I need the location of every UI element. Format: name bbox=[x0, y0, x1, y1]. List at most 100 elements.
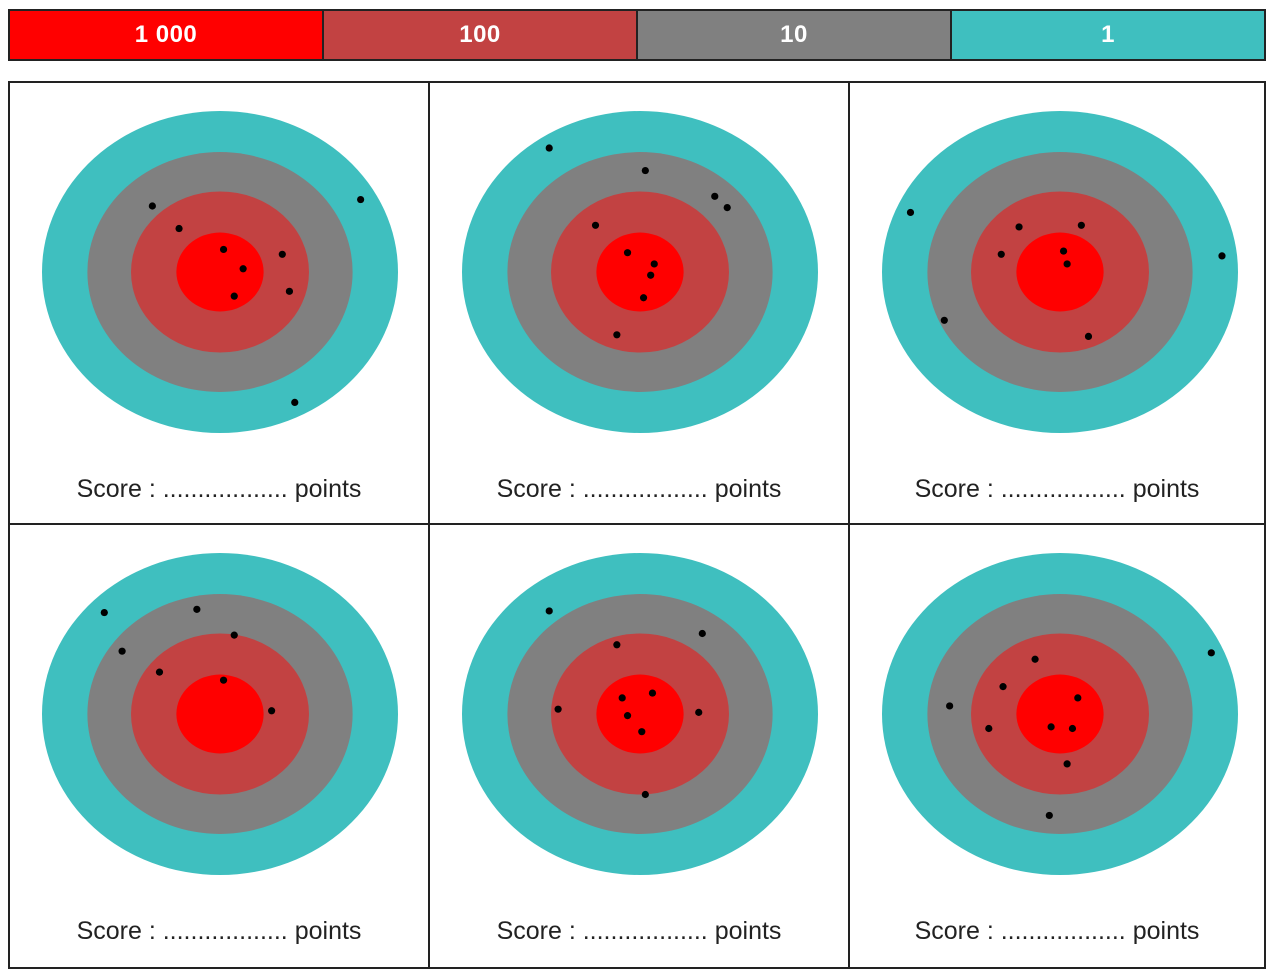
center-1000-points bbox=[176, 232, 264, 312]
center-1000-points bbox=[176, 674, 264, 754]
targets-grid: Score : .................. points Score … bbox=[8, 81, 1266, 969]
hit-dot bbox=[1063, 260, 1071, 268]
target-5 bbox=[462, 553, 818, 875]
score-label: Score : bbox=[76, 475, 156, 503]
hit-dot bbox=[613, 641, 621, 649]
score-blank: .................. bbox=[1000, 917, 1126, 945]
hit-dot bbox=[1045, 811, 1053, 820]
hit-dot bbox=[641, 790, 649, 799]
hit-dot bbox=[638, 728, 646, 736]
target-card-4: Score : .................. points bbox=[10, 525, 430, 967]
hit-dot bbox=[357, 195, 365, 204]
target-2 bbox=[462, 111, 818, 433]
legend-item-10: 10 bbox=[638, 11, 952, 59]
hit-dot bbox=[650, 260, 658, 268]
hit-dot bbox=[1068, 724, 1077, 733]
score-label: Score : bbox=[496, 917, 576, 945]
points-legend: 1 000 100 10 1 bbox=[8, 9, 1266, 61]
hit-dot bbox=[698, 629, 706, 638]
hit-dot bbox=[985, 724, 993, 733]
hit-dot bbox=[618, 694, 626, 702]
hit-dot bbox=[193, 605, 201, 613]
hit-dot bbox=[278, 250, 286, 258]
hit-dot bbox=[723, 204, 731, 212]
hit-dot bbox=[940, 316, 948, 324]
hit-dot bbox=[554, 705, 562, 713]
score-unit: points bbox=[294, 475, 362, 503]
center-1000-points bbox=[1016, 232, 1104, 312]
hit-dot bbox=[648, 689, 657, 697]
hit-dot bbox=[230, 292, 238, 300]
hit-dot bbox=[219, 245, 228, 254]
target-4 bbox=[42, 553, 398, 875]
legend-item-100: 100 bbox=[324, 11, 638, 59]
hit-dot bbox=[239, 265, 247, 273]
hit-dot bbox=[118, 647, 126, 655]
target-card-5: Score : .................. points bbox=[430, 525, 850, 967]
score-line-4: Score : .................. points bbox=[10, 917, 428, 946]
hit-dot bbox=[1077, 221, 1085, 229]
hit-dot bbox=[641, 166, 649, 175]
hit-dot bbox=[545, 607, 553, 615]
score-unit: points bbox=[1132, 475, 1200, 503]
hit-dot bbox=[285, 287, 294, 295]
hit-dot bbox=[291, 398, 299, 407]
target-3 bbox=[882, 111, 1238, 433]
score-blank: .................. bbox=[162, 917, 288, 945]
hit-dot bbox=[1047, 723, 1055, 731]
score-label: Score : bbox=[496, 475, 576, 503]
center-1000-points bbox=[1016, 674, 1104, 754]
score-unit: points bbox=[714, 917, 782, 945]
hit-dot bbox=[1015, 223, 1023, 231]
score-unit: points bbox=[1132, 917, 1200, 945]
score-unit: points bbox=[294, 917, 362, 945]
legend-item-1: 1 bbox=[952, 11, 1264, 59]
hit-dot bbox=[1218, 252, 1226, 260]
score-line-2: Score : .................. points bbox=[430, 475, 848, 504]
score-label: Score : bbox=[76, 917, 156, 945]
hit-dot bbox=[695, 708, 703, 716]
center-1000-points bbox=[596, 232, 684, 312]
score-blank: .................. bbox=[162, 475, 288, 503]
target-1 bbox=[42, 111, 398, 433]
hit-dot bbox=[639, 294, 648, 302]
hit-dot bbox=[623, 712, 632, 720]
hit-dot bbox=[268, 707, 276, 715]
score-line-3: Score : .................. points bbox=[850, 475, 1264, 504]
hit-dot bbox=[1074, 694, 1082, 702]
hit-dot bbox=[100, 608, 108, 617]
target-card-6: Score : .................. points bbox=[850, 525, 1264, 967]
hit-dot bbox=[1084, 332, 1093, 340]
score-blank: .................. bbox=[1000, 475, 1126, 503]
hit-dot bbox=[906, 208, 915, 217]
score-line-5: Score : .................. points bbox=[430, 917, 848, 946]
legend-item-1000: 1 000 bbox=[10, 11, 324, 59]
score-blank: .................. bbox=[582, 917, 708, 945]
target-card-3: Score : .................. points bbox=[850, 83, 1264, 525]
score-line-6: Score : .................. points bbox=[850, 917, 1264, 946]
score-line-1: Score : .................. points bbox=[10, 475, 428, 504]
hit-dot bbox=[1207, 649, 1215, 657]
hit-dot bbox=[946, 702, 954, 710]
hit-dot bbox=[545, 144, 553, 152]
hit-dot bbox=[219, 676, 228, 684]
hit-dot bbox=[613, 331, 621, 339]
hit-dot bbox=[999, 683, 1007, 691]
score-blank: .................. bbox=[582, 475, 708, 503]
score-label: Score : bbox=[914, 917, 994, 945]
hit-dot bbox=[623, 249, 632, 257]
hit-dot bbox=[148, 202, 156, 210]
score-unit: points bbox=[714, 475, 782, 503]
hit-dot bbox=[711, 192, 719, 200]
center-1000-points bbox=[596, 674, 684, 754]
target-6 bbox=[882, 553, 1238, 875]
hit-dot bbox=[1031, 655, 1039, 663]
hit-dot bbox=[1063, 760, 1071, 768]
target-card-1: Score : .................. points bbox=[10, 83, 430, 525]
hit-dot bbox=[591, 221, 600, 229]
hit-dot bbox=[230, 631, 238, 639]
target-card-2: Score : .................. points bbox=[430, 83, 850, 525]
hit-dot bbox=[997, 250, 1005, 258]
score-label: Score : bbox=[914, 475, 994, 503]
hit-dot bbox=[155, 668, 164, 676]
